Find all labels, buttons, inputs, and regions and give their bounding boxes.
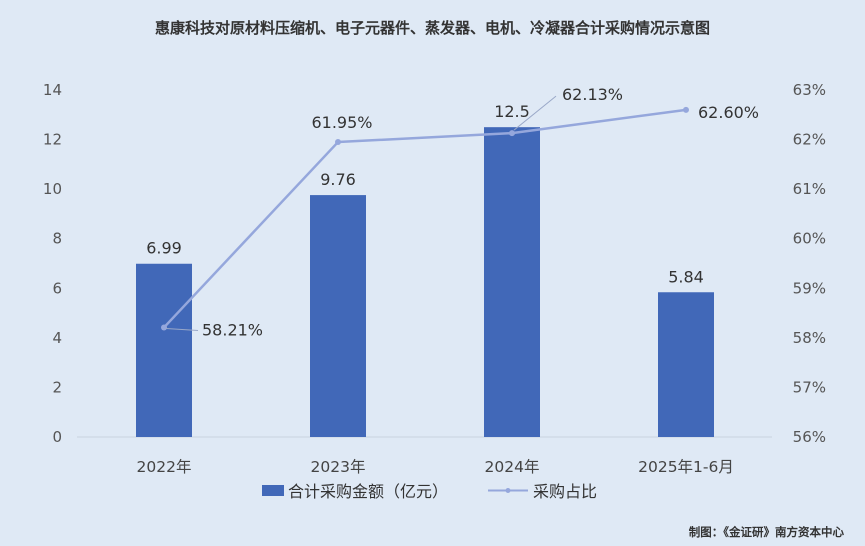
source-note: 制图：《金证研》南方资本中心	[689, 525, 845, 539]
legend-line-marker	[505, 488, 511, 493]
label-leader-line	[165, 327, 199, 331]
bar-value-label: 9.76	[320, 170, 356, 189]
left-tick-label: 4	[52, 329, 62, 347]
left-tick-label: 14	[43, 81, 62, 99]
line-value-label: 61.95%	[311, 113, 372, 132]
line-point	[683, 106, 689, 113]
bar-value-label: 5.84	[668, 267, 704, 286]
left-y-axis: 0 2 4 6 8 10 12 14	[43, 81, 62, 446]
left-tick-label: 2	[52, 378, 62, 396]
right-tick-label: 58%	[793, 329, 826, 347]
line-point	[509, 130, 515, 137]
bar-series: 6.99 9.76 12.5 5.84	[136, 102, 714, 437]
bar	[658, 292, 714, 437]
bar-value-label: 12.5	[494, 102, 530, 121]
bar	[136, 263, 192, 437]
category-label: 2022年	[137, 458, 192, 476]
line-point	[161, 324, 167, 331]
legend: 合计采购金额（亿元） 采购占比	[262, 482, 597, 501]
chart-title: 惠康科技对原材料压缩机、电子元器件、蒸发器、电机、冷凝器合计采购情况示意图	[155, 19, 710, 37]
label-leader-line	[513, 95, 557, 131]
left-tick-label: 12	[43, 131, 62, 149]
left-tick-label: 0	[52, 428, 62, 446]
right-tick-label: 59%	[793, 279, 826, 297]
line-series: 58.21% 61.95% 62.13% 62.60%	[161, 85, 759, 339]
bar-value-label: 6.99	[146, 239, 182, 258]
line-value-label: 62.60%	[698, 103, 759, 122]
legend-bar-label: 合计采购金额（亿元）	[288, 482, 448, 501]
line-path	[163, 108, 687, 329]
left-tick-label: 6	[52, 279, 62, 297]
right-tick-label: 57%	[793, 378, 826, 396]
x-axis-labels: 2022年 2023年 2024年 2025年1-6月	[137, 458, 734, 476]
right-tick-label: 61%	[793, 180, 826, 198]
category-label: 2025年1-6月	[638, 458, 734, 476]
category-label: 2024年	[485, 458, 540, 476]
right-y-axis: 56% 57% 58% 59% 60% 61% 62% 63%	[793, 81, 826, 446]
legend-line-label: 采购占比	[533, 482, 597, 501]
bar	[484, 127, 540, 437]
right-tick-label: 62%	[793, 131, 826, 149]
left-tick-label: 10	[43, 180, 62, 198]
line-value-label: 62.13%	[562, 85, 623, 104]
line-value-label: 58.21%	[202, 320, 263, 339]
right-tick-label: 60%	[793, 230, 826, 248]
right-tick-label: 56%	[793, 428, 826, 446]
category-label: 2023年	[311, 458, 366, 476]
legend-bar-swatch	[262, 485, 284, 496]
right-tick-label: 63%	[793, 81, 826, 99]
line-point	[335, 139, 341, 146]
left-tick-label: 8	[52, 230, 62, 248]
bar	[310, 195, 366, 437]
